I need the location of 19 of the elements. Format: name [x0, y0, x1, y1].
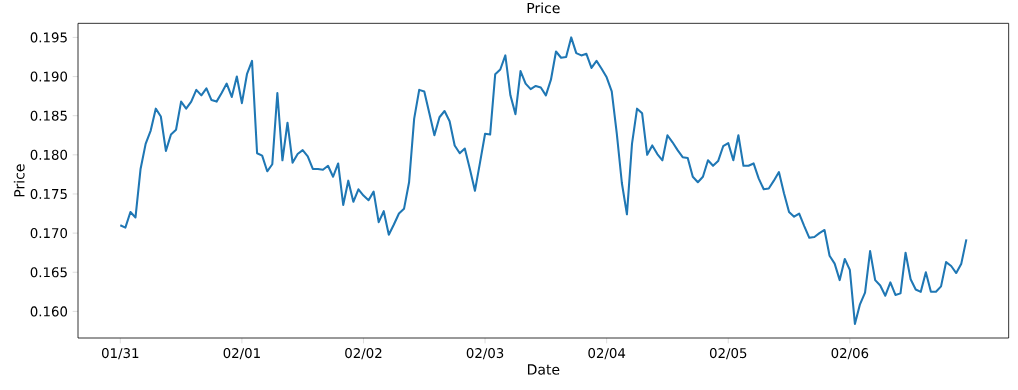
x-tick-label: 02/04 [588, 348, 626, 360]
y-tick-label: 0.185 [30, 110, 67, 121]
y-tick-label: 0.165 [30, 267, 67, 278]
y-tick-label: 0.195 [30, 32, 67, 43]
y-tick-label: 0.180 [30, 149, 68, 160]
y-tick-label: 0.170 [30, 228, 68, 239]
line-series [119, 36, 968, 325]
y-tick-label: 0.175 [30, 188, 67, 200]
x-tick-label: 02/03 [466, 348, 504, 360]
x-tick-label: 02/01 [223, 348, 260, 360]
x-tick-label: 02/06 [831, 348, 869, 360]
x-tick-label: 01/31 [101, 348, 139, 360]
x-tick-label: 02/05 [709, 348, 747, 360]
y-tick-label: 0.160 [30, 306, 68, 317]
chart-title: Price [527, 2, 560, 14]
y-tick-label: 0.190 [30, 71, 68, 82]
x-axis-title: Date [527, 364, 560, 375]
y-axis-title: Price [13, 164, 25, 197]
x-tick-label: 02/02 [345, 348, 382, 360]
